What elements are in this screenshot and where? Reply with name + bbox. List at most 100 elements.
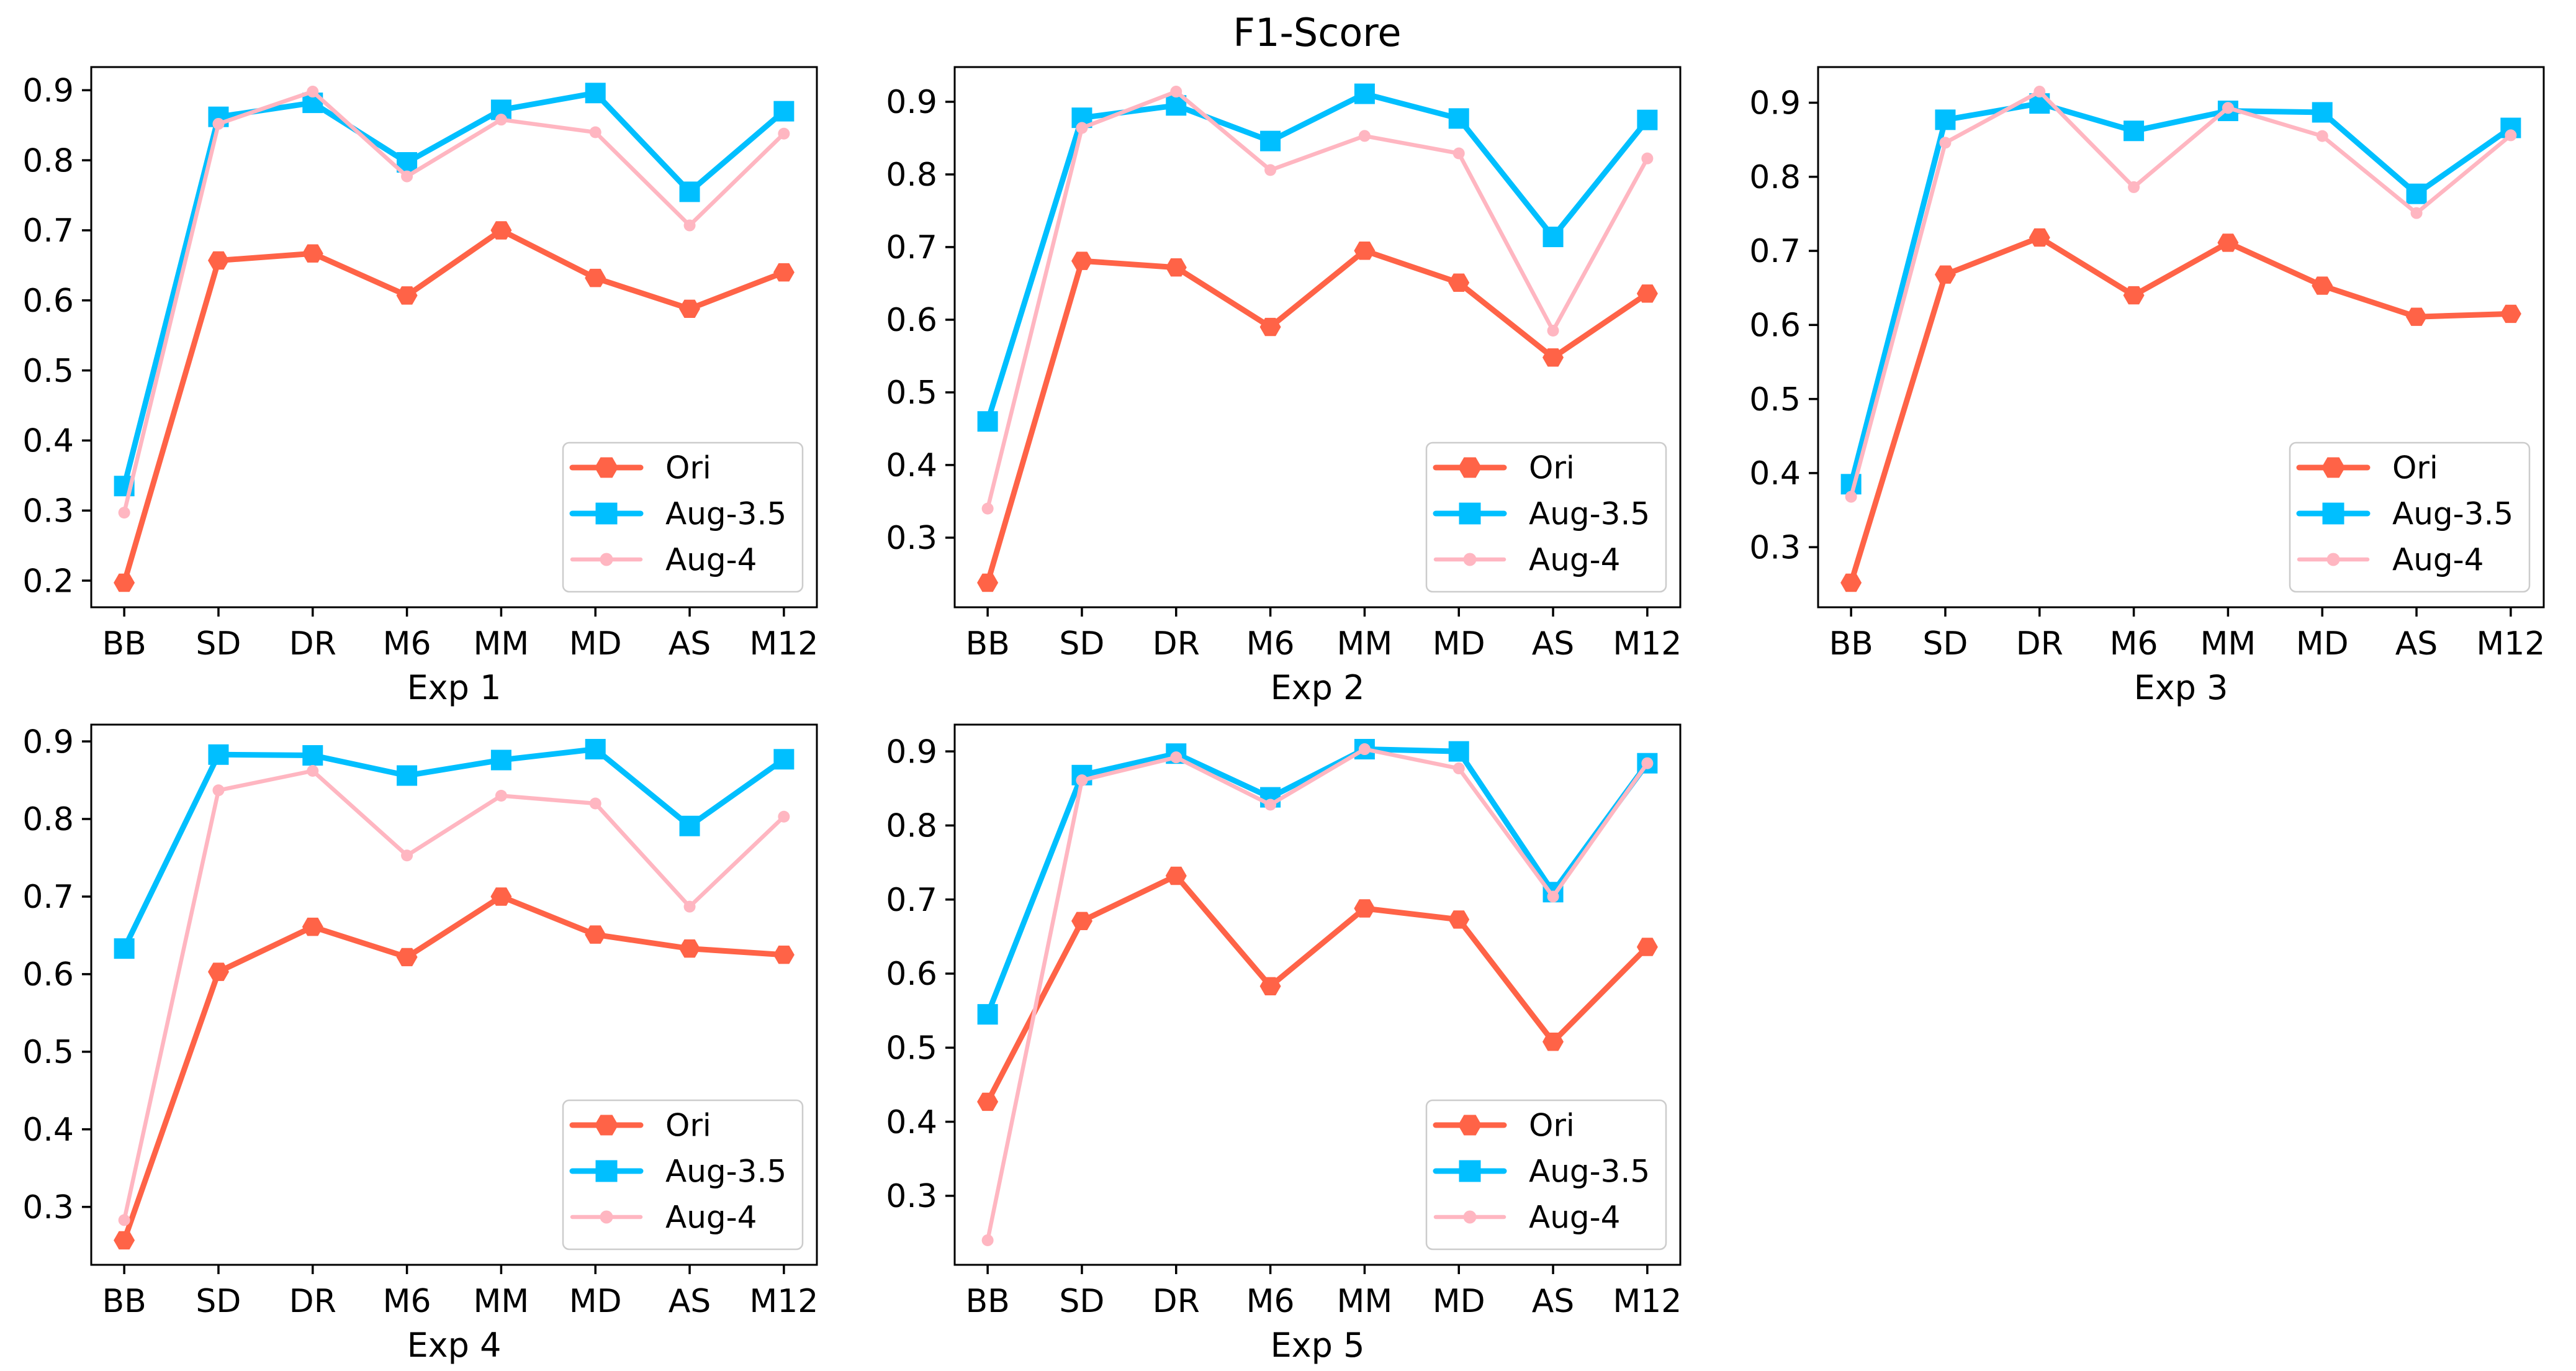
- x-axis: BB SD DR M6 MM MD AS M12: [965, 607, 1682, 663]
- data-point: [1935, 109, 1956, 130]
- data-point: [1264, 164, 1277, 176]
- legend-marker: [2322, 502, 2344, 525]
- data-point: [589, 797, 601, 810]
- legend-marker: [1458, 457, 1482, 478]
- x-tick-label: M6: [2110, 625, 2158, 663]
- subplot-exp-5: 0.3 0.4 0.5 0.6 0.7 0.8 0.9 BB SD DR M6 MM MD AS M12 Ex…: [886, 723, 1682, 1365]
- legend-marker: [1459, 502, 1481, 525]
- data-point: [212, 117, 225, 130]
- data-point: [1939, 137, 1952, 149]
- data-point: [1840, 573, 1862, 592]
- y-tick-label: 0.3: [886, 1178, 937, 1215]
- y-tick-label: 0.5: [886, 374, 937, 412]
- data-point: [773, 945, 795, 964]
- axes-box: [1817, 66, 2545, 609]
- y-axis: 0.3 0.4 0.5 0.6 0.7 0.8 0.9: [22, 723, 91, 1226]
- y-tick-label: 0.6: [22, 956, 74, 993]
- x-tick-label: MM: [474, 625, 529, 663]
- legend: Ori Aug-3.5 Aug-4: [2289, 441, 2531, 593]
- y-axis: 0.3 0.4 0.5 0.6 0.7 0.8 0.9: [1749, 85, 1818, 566]
- data-point: [1170, 751, 1182, 764]
- data-point: [778, 127, 790, 140]
- data-point: [1076, 774, 1088, 787]
- series-line-aug4: [122, 769, 786, 1223]
- legend-box: [1425, 1099, 1667, 1251]
- x-tick-label: DR: [1153, 625, 1200, 663]
- x-tick-label: MD: [1433, 1283, 1485, 1320]
- legend-entry: Aug-4: [2297, 542, 2484, 578]
- y-tick-label: 0.9: [22, 723, 74, 761]
- x-tick-label: AS: [1532, 625, 1575, 663]
- data-point: [977, 411, 998, 432]
- x-axis: BB SD DR M6 MM MD AS M12: [1829, 607, 2545, 663]
- series-aug4: [981, 86, 1654, 515]
- x-axis-label: Exp 5: [1271, 1326, 1365, 1365]
- series-markers-aug4: [981, 86, 1654, 515]
- x-tick-label: MD: [1433, 625, 1485, 663]
- legend-marker: [1463, 553, 1477, 566]
- legend-box: [2289, 441, 2531, 593]
- y-tick-label: 0.9: [22, 72, 74, 109]
- series-markers-aug4: [118, 765, 790, 1226]
- legend-label: Aug-4: [1529, 1200, 1621, 1236]
- data-point: [2123, 120, 2145, 142]
- data-point: [977, 1004, 998, 1025]
- x-tick-label: M12: [749, 625, 818, 663]
- data-point: [1636, 284, 1658, 303]
- legend-marker: [595, 502, 618, 525]
- y-tick-label: 0.8: [22, 801, 74, 838]
- x-axis-label: Exp 3: [2134, 668, 2228, 707]
- legend-label: Aug-4: [2392, 542, 2484, 578]
- data-point: [2217, 233, 2239, 252]
- data-point: [1448, 108, 1469, 129]
- data-point: [1354, 83, 1375, 104]
- legend-label: Aug-4: [1529, 542, 1621, 578]
- data-point: [1358, 130, 1371, 142]
- x-axis: BB SD DR M6 MM MD AS M12: [102, 1265, 818, 1320]
- legend-label: Ori: [1529, 1108, 1575, 1144]
- data-point: [1547, 890, 1559, 903]
- y-tick-label: 0.9: [886, 733, 937, 771]
- series-line-aug35: [984, 91, 1651, 425]
- data-point: [1260, 130, 1281, 152]
- y-tick-label: 0.5: [22, 1034, 74, 1071]
- figure-title: F1-Score: [1233, 10, 1402, 55]
- x-tick-label: MD: [569, 1283, 622, 1320]
- y-tick-label: 0.5: [886, 1029, 937, 1067]
- legend-marker: [600, 1210, 613, 1224]
- x-tick-label: DR: [1153, 1283, 1200, 1320]
- y-tick-label: 0.8: [886, 808, 937, 845]
- x-tick-label: DR: [2016, 625, 2063, 663]
- subplot-exp-3: 0.3 0.4 0.5 0.6 0.7 0.8 0.9 BB SD DR M6 MM MD AS M12 Ex…: [1749, 66, 2545, 707]
- data-point: [495, 114, 507, 126]
- y-tick-label: 0.7: [1749, 233, 1801, 270]
- x-tick-label: BB: [965, 625, 1009, 663]
- x-tick-label: M12: [2476, 625, 2545, 663]
- data-point: [585, 739, 606, 760]
- series-ori: [1840, 228, 2521, 592]
- x-tick-label: M6: [383, 1283, 431, 1320]
- data-point: [981, 502, 994, 515]
- data-point: [2410, 207, 2423, 219]
- data-point: [2312, 102, 2333, 123]
- series-markers-aug35: [114, 739, 795, 959]
- series-markers-aug35: [114, 83, 795, 497]
- x-tick-label: SD: [1922, 625, 1968, 663]
- data-point: [981, 1234, 994, 1246]
- legend: Ori Aug-3.5 Aug-4: [562, 441, 804, 593]
- data-point: [302, 244, 323, 263]
- series-aug35: [114, 739, 795, 959]
- legend-label: Aug-3.5: [2392, 496, 2513, 532]
- series-line-aug35: [1848, 101, 2514, 487]
- legend-marker: [595, 1115, 618, 1136]
- x-tick-label: M12: [1613, 1283, 1682, 1320]
- axes-box: [90, 66, 818, 609]
- axes-box: [953, 66, 1682, 609]
- y-tick-label: 0.8: [886, 156, 937, 194]
- data-point: [1641, 152, 1654, 165]
- series-line-ori: [984, 873, 1651, 1105]
- legend-marker: [2326, 553, 2340, 566]
- subplot-exp-1: 0.2 0.3 0.4 0.5 0.6 0.7 0.8 0.9 BB SD DR M6 MM MD AS M1…: [22, 66, 818, 707]
- series-line-ori: [121, 227, 787, 586]
